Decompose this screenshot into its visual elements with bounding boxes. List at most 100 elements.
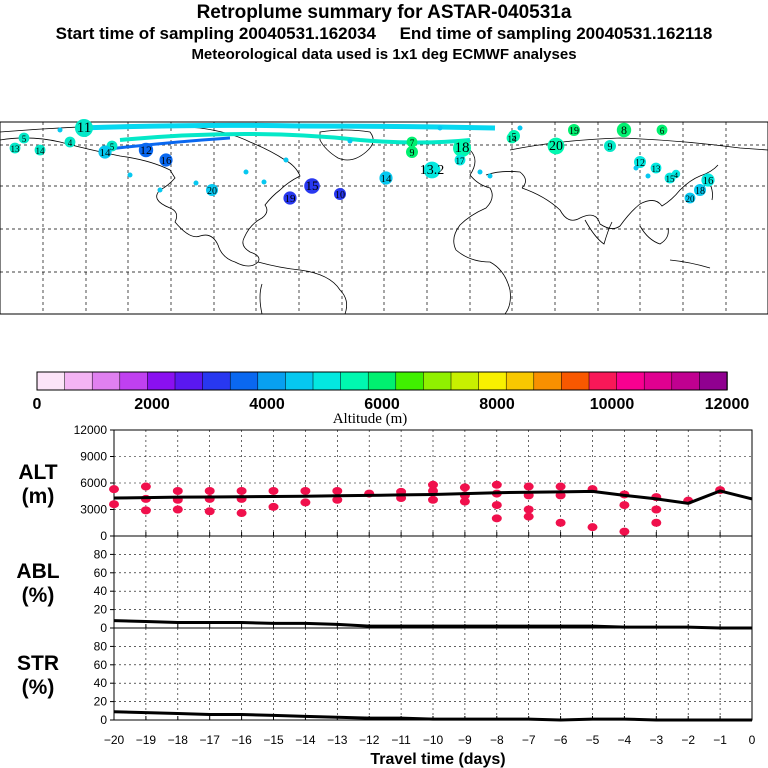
plume-dot bbox=[206, 184, 218, 196]
plume-dot bbox=[634, 156, 646, 168]
colorbar-frame bbox=[36, 371, 728, 391]
y-axis-title: STR bbox=[17, 652, 59, 675]
colorbar-swatch bbox=[147, 371, 176, 391]
plume-day-label: 14 bbox=[36, 146, 46, 156]
plume-day-label: 11 bbox=[77, 120, 91, 136]
y-tick-label: 20 bbox=[94, 603, 108, 617]
colorbar-swatch bbox=[699, 371, 728, 391]
plume-dot bbox=[159, 153, 173, 167]
colorbar-tick-label: 8000 bbox=[479, 396, 515, 413]
colorbar-swatch bbox=[533, 371, 563, 391]
colorbar-swatch bbox=[367, 371, 397, 391]
colorbar-swatch bbox=[312, 371, 342, 391]
abl-line bbox=[113, 619, 752, 630]
plume-dot bbox=[671, 169, 681, 179]
plume-day-label: 19 bbox=[285, 193, 297, 205]
plume-day-label: 15 bbox=[666, 174, 676, 184]
panel-alt: 0 3000 6000 9000 12000 ALT(m) bbox=[18, 423, 753, 543]
altitude-point bbox=[300, 486, 311, 495]
plume-day-label: 15 bbox=[306, 178, 319, 193]
plume-dot bbox=[304, 178, 320, 194]
colorbar-swatch bbox=[229, 371, 259, 391]
x-tick-label: −19 bbox=[136, 733, 157, 747]
plume-dot bbox=[283, 157, 289, 163]
colorbar-tick-label: 12000 bbox=[705, 396, 750, 413]
plume-dot bbox=[645, 173, 651, 179]
y-tick-label: 20 bbox=[94, 695, 108, 709]
plume-day-label: 14 bbox=[381, 173, 393, 185]
plume-day-label: 10 bbox=[335, 190, 345, 201]
altitude-point bbox=[651, 518, 662, 527]
y-tick-label: 3000 bbox=[80, 503, 107, 517]
plume-dot bbox=[75, 119, 93, 137]
colorbar-swatch bbox=[561, 371, 590, 391]
colorbar-swatch bbox=[174, 371, 204, 391]
plume-dot bbox=[64, 136, 76, 148]
colorbar-swatch bbox=[395, 371, 425, 391]
plume-dot bbox=[487, 173, 493, 179]
colorbar-swatch bbox=[285, 371, 314, 391]
plume-day-label: 13.2 bbox=[420, 163, 445, 178]
colorbar-tick-label: 10000 bbox=[590, 396, 635, 413]
x-tick-label: −1 bbox=[713, 733, 727, 747]
mean-altitude-line bbox=[113, 489, 753, 505]
colorbar-swatch bbox=[505, 371, 535, 391]
altitude-point bbox=[140, 482, 151, 491]
plume-dot bbox=[517, 125, 523, 131]
plume-track-mid bbox=[119, 132, 471, 145]
altitude-point bbox=[428, 480, 438, 489]
plume-day-label: 14 bbox=[100, 147, 112, 159]
x-tick-label: 0 bbox=[749, 733, 756, 747]
plume-dot bbox=[261, 179, 267, 185]
plume-day-label: 5 bbox=[110, 142, 115, 152]
x-tick-label: −18 bbox=[168, 733, 189, 747]
y-tick-label: 0 bbox=[100, 529, 107, 543]
plume-day-label: 13 bbox=[11, 144, 21, 154]
altitude-point bbox=[332, 495, 343, 504]
y-tick-label: 40 bbox=[94, 676, 108, 690]
altitude-point bbox=[555, 482, 566, 491]
altitude-point bbox=[619, 527, 630, 536]
altitude-point bbox=[587, 523, 598, 532]
colorbar-swatch bbox=[91, 371, 121, 391]
plume-day-label: 20 bbox=[686, 194, 696, 204]
plume-dot bbox=[34, 144, 46, 156]
map-gridlines bbox=[0, 122, 768, 314]
colorbar-swatch bbox=[423, 371, 452, 391]
plume-dot bbox=[283, 191, 297, 205]
plume-day-label: 5 bbox=[22, 134, 27, 144]
colorbar-swatch bbox=[478, 371, 507, 391]
plume-dot bbox=[477, 169, 483, 175]
colorbar-swatch bbox=[202, 371, 231, 391]
x-tick-label: −7 bbox=[522, 733, 536, 747]
altitude-point bbox=[491, 480, 502, 489]
colorbar-tick-label: 0 bbox=[33, 396, 42, 413]
plume-dot bbox=[650, 162, 662, 174]
colorbar-swatch bbox=[119, 371, 149, 391]
plume-day-label: 18 bbox=[695, 186, 705, 197]
altitude-point bbox=[523, 505, 534, 514]
altitude-point bbox=[140, 506, 151, 515]
plume-day-label: 9 bbox=[608, 142, 613, 153]
sampling-times: Start time of sampling 20040531.162034 E… bbox=[55, 24, 713, 43]
altitude-point bbox=[332, 486, 343, 495]
altitude-point bbox=[491, 501, 502, 510]
plume-dot bbox=[437, 125, 443, 131]
altitude-point bbox=[268, 486, 279, 495]
plume-dot bbox=[616, 122, 632, 138]
x-tick-label: −2 bbox=[681, 733, 695, 747]
y-tick-label: 6000 bbox=[80, 476, 107, 490]
colorbar-swatch bbox=[450, 371, 480, 391]
colorbar-swatch bbox=[616, 371, 645, 391]
plume-dot bbox=[193, 180, 199, 186]
y-tick-label: 0 bbox=[100, 621, 107, 635]
colorbar-swatch bbox=[36, 371, 66, 391]
x-tick-label: −9 bbox=[458, 733, 472, 747]
colorbar-tick-label: 4000 bbox=[249, 396, 285, 413]
colorbar-swatch bbox=[671, 371, 701, 391]
plume-dot bbox=[347, 138, 353, 144]
altitude-point bbox=[459, 497, 470, 506]
plume-dot bbox=[157, 187, 163, 193]
